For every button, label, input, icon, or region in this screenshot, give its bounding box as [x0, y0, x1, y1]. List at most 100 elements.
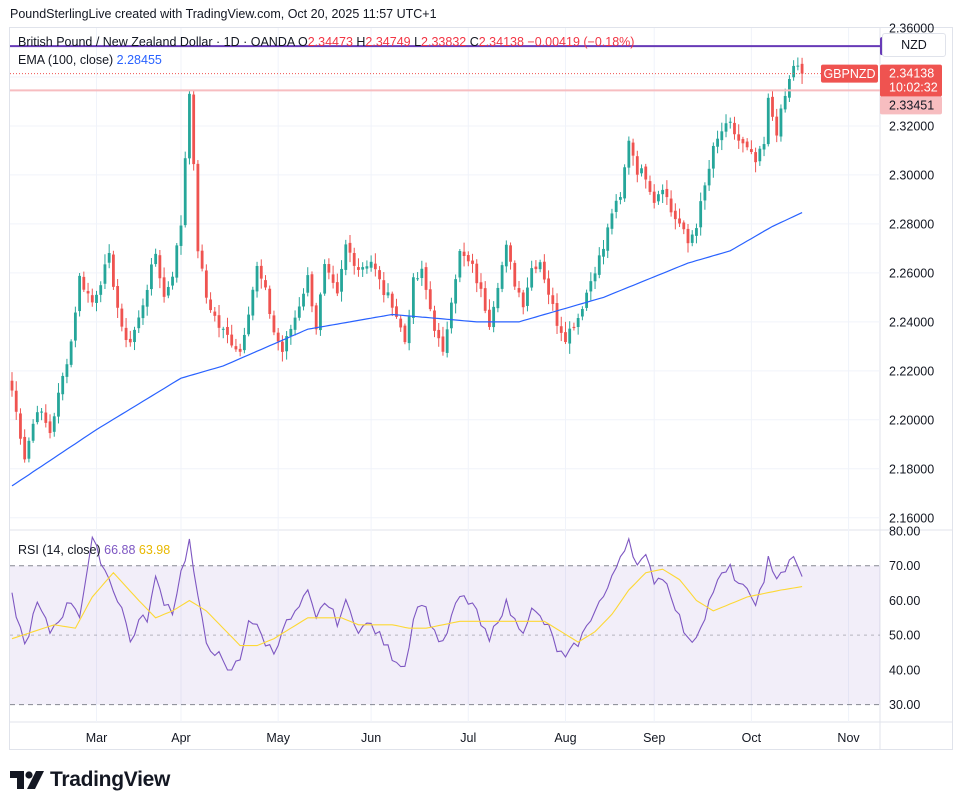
candle-body — [568, 328, 572, 344]
candle-body — [534, 266, 538, 270]
ema-legend: EMA (100, close) 2.28455 — [18, 53, 162, 67]
candle-body — [416, 278, 419, 280]
candle-body — [475, 263, 479, 284]
price-tick-label: 2.20000 — [889, 413, 934, 427]
candle-body — [390, 293, 394, 308]
candle-body — [48, 421, 52, 434]
candle-body — [796, 65, 800, 67]
candle-body — [407, 316, 411, 344]
candle-body — [73, 312, 77, 341]
candle-body — [623, 167, 627, 199]
candle-body — [192, 94, 196, 165]
candle-body — [141, 305, 145, 319]
candle-body — [640, 168, 643, 174]
candle-body — [399, 318, 403, 328]
candle-body — [526, 287, 529, 306]
candle-body — [716, 138, 719, 147]
candle-body — [741, 139, 745, 144]
candle-body — [52, 416, 56, 432]
candle-body — [644, 166, 648, 180]
candle-body — [564, 332, 567, 343]
support-price-tag — [880, 96, 942, 115]
candle-body — [403, 325, 407, 343]
candle-body — [128, 338, 132, 343]
candle-body — [699, 201, 703, 228]
legend-open-label: O — [297, 35, 308, 49]
candle-body — [479, 282, 483, 289]
candle-body — [711, 145, 715, 169]
rsi-tick-label: 40.00 — [889, 663, 920, 677]
candle-body — [758, 148, 762, 162]
candle-body — [619, 197, 622, 200]
time-tick-label: May — [266, 731, 290, 745]
candle-body — [661, 189, 665, 195]
price-legend: British Pound / New Zealand Dollar · 1D … — [18, 35, 634, 49]
candle-body — [610, 213, 614, 229]
candle-body — [458, 251, 462, 278]
time-tick-label: Nov — [837, 731, 860, 745]
candle-body — [331, 274, 335, 283]
candle-body — [517, 288, 521, 293]
candle-body — [154, 253, 158, 265]
candle-body — [488, 309, 491, 327]
legend-high: 2.34749 — [365, 35, 411, 49]
candle-body — [496, 287, 500, 309]
candle-body — [158, 255, 162, 279]
candle-body — [234, 346, 238, 350]
candle-body — [238, 348, 242, 352]
symbol-tag-text: GBPNZD — [823, 67, 875, 81]
legend-close-label: C — [469, 35, 479, 49]
candle-body — [395, 306, 398, 317]
candle-body — [340, 268, 343, 292]
candle-body — [213, 311, 217, 316]
candle-body — [217, 315, 221, 328]
candle-body — [133, 329, 136, 343]
price-tick-label: 2.32000 — [889, 119, 934, 133]
candle-body — [530, 268, 534, 288]
candle-body — [365, 266, 369, 269]
candle-body — [226, 326, 229, 335]
candle-body — [445, 329, 449, 353]
last-price-tag — [880, 64, 942, 97]
candle-body — [103, 264, 107, 284]
candle-body — [454, 279, 458, 304]
candle-body — [635, 156, 639, 175]
legend-symbol: British Pound / New Zealand Dollar · 1D … — [18, 35, 295, 49]
candle-body — [555, 303, 559, 326]
rsi-ma-value: 63.98 — [138, 543, 171, 557]
candle-body — [289, 328, 293, 337]
candle-body — [247, 314, 250, 335]
rsi-line — [11, 535, 803, 671]
rsi-value: 66.88 — [104, 543, 136, 557]
candle-body — [259, 265, 263, 279]
candle-body — [720, 131, 724, 141]
candle-body — [437, 329, 441, 339]
candle-body — [209, 299, 212, 311]
price-tick-label: 2.28000 — [889, 217, 934, 231]
ema-line — [11, 212, 803, 487]
candle-body — [450, 302, 453, 329]
candle-body — [251, 289, 255, 316]
legend-change: −0.00419 (−0.18%) — [527, 35, 635, 49]
candle-body — [200, 250, 204, 269]
candle-body — [542, 261, 546, 280]
price-tick-label: 2.22000 — [889, 364, 934, 378]
candle-body — [433, 310, 436, 331]
tradingview-logo[interactable]: TradingView — [10, 767, 170, 793]
candle-body — [196, 163, 200, 252]
candle-body — [27, 440, 31, 459]
candle-body — [344, 244, 348, 270]
candle-body — [268, 288, 272, 314]
candle-body — [585, 292, 588, 308]
candle-body — [145, 289, 149, 307]
candle-body — [272, 315, 276, 333]
candle-body — [441, 336, 445, 352]
currency-button[interactable]: NZD — [882, 33, 946, 57]
candle-body — [788, 78, 791, 98]
candle-body — [462, 251, 466, 257]
candle-body — [669, 198, 673, 213]
candle-body — [509, 245, 512, 262]
candle-body — [264, 280, 267, 288]
candle-body — [310, 274, 314, 307]
